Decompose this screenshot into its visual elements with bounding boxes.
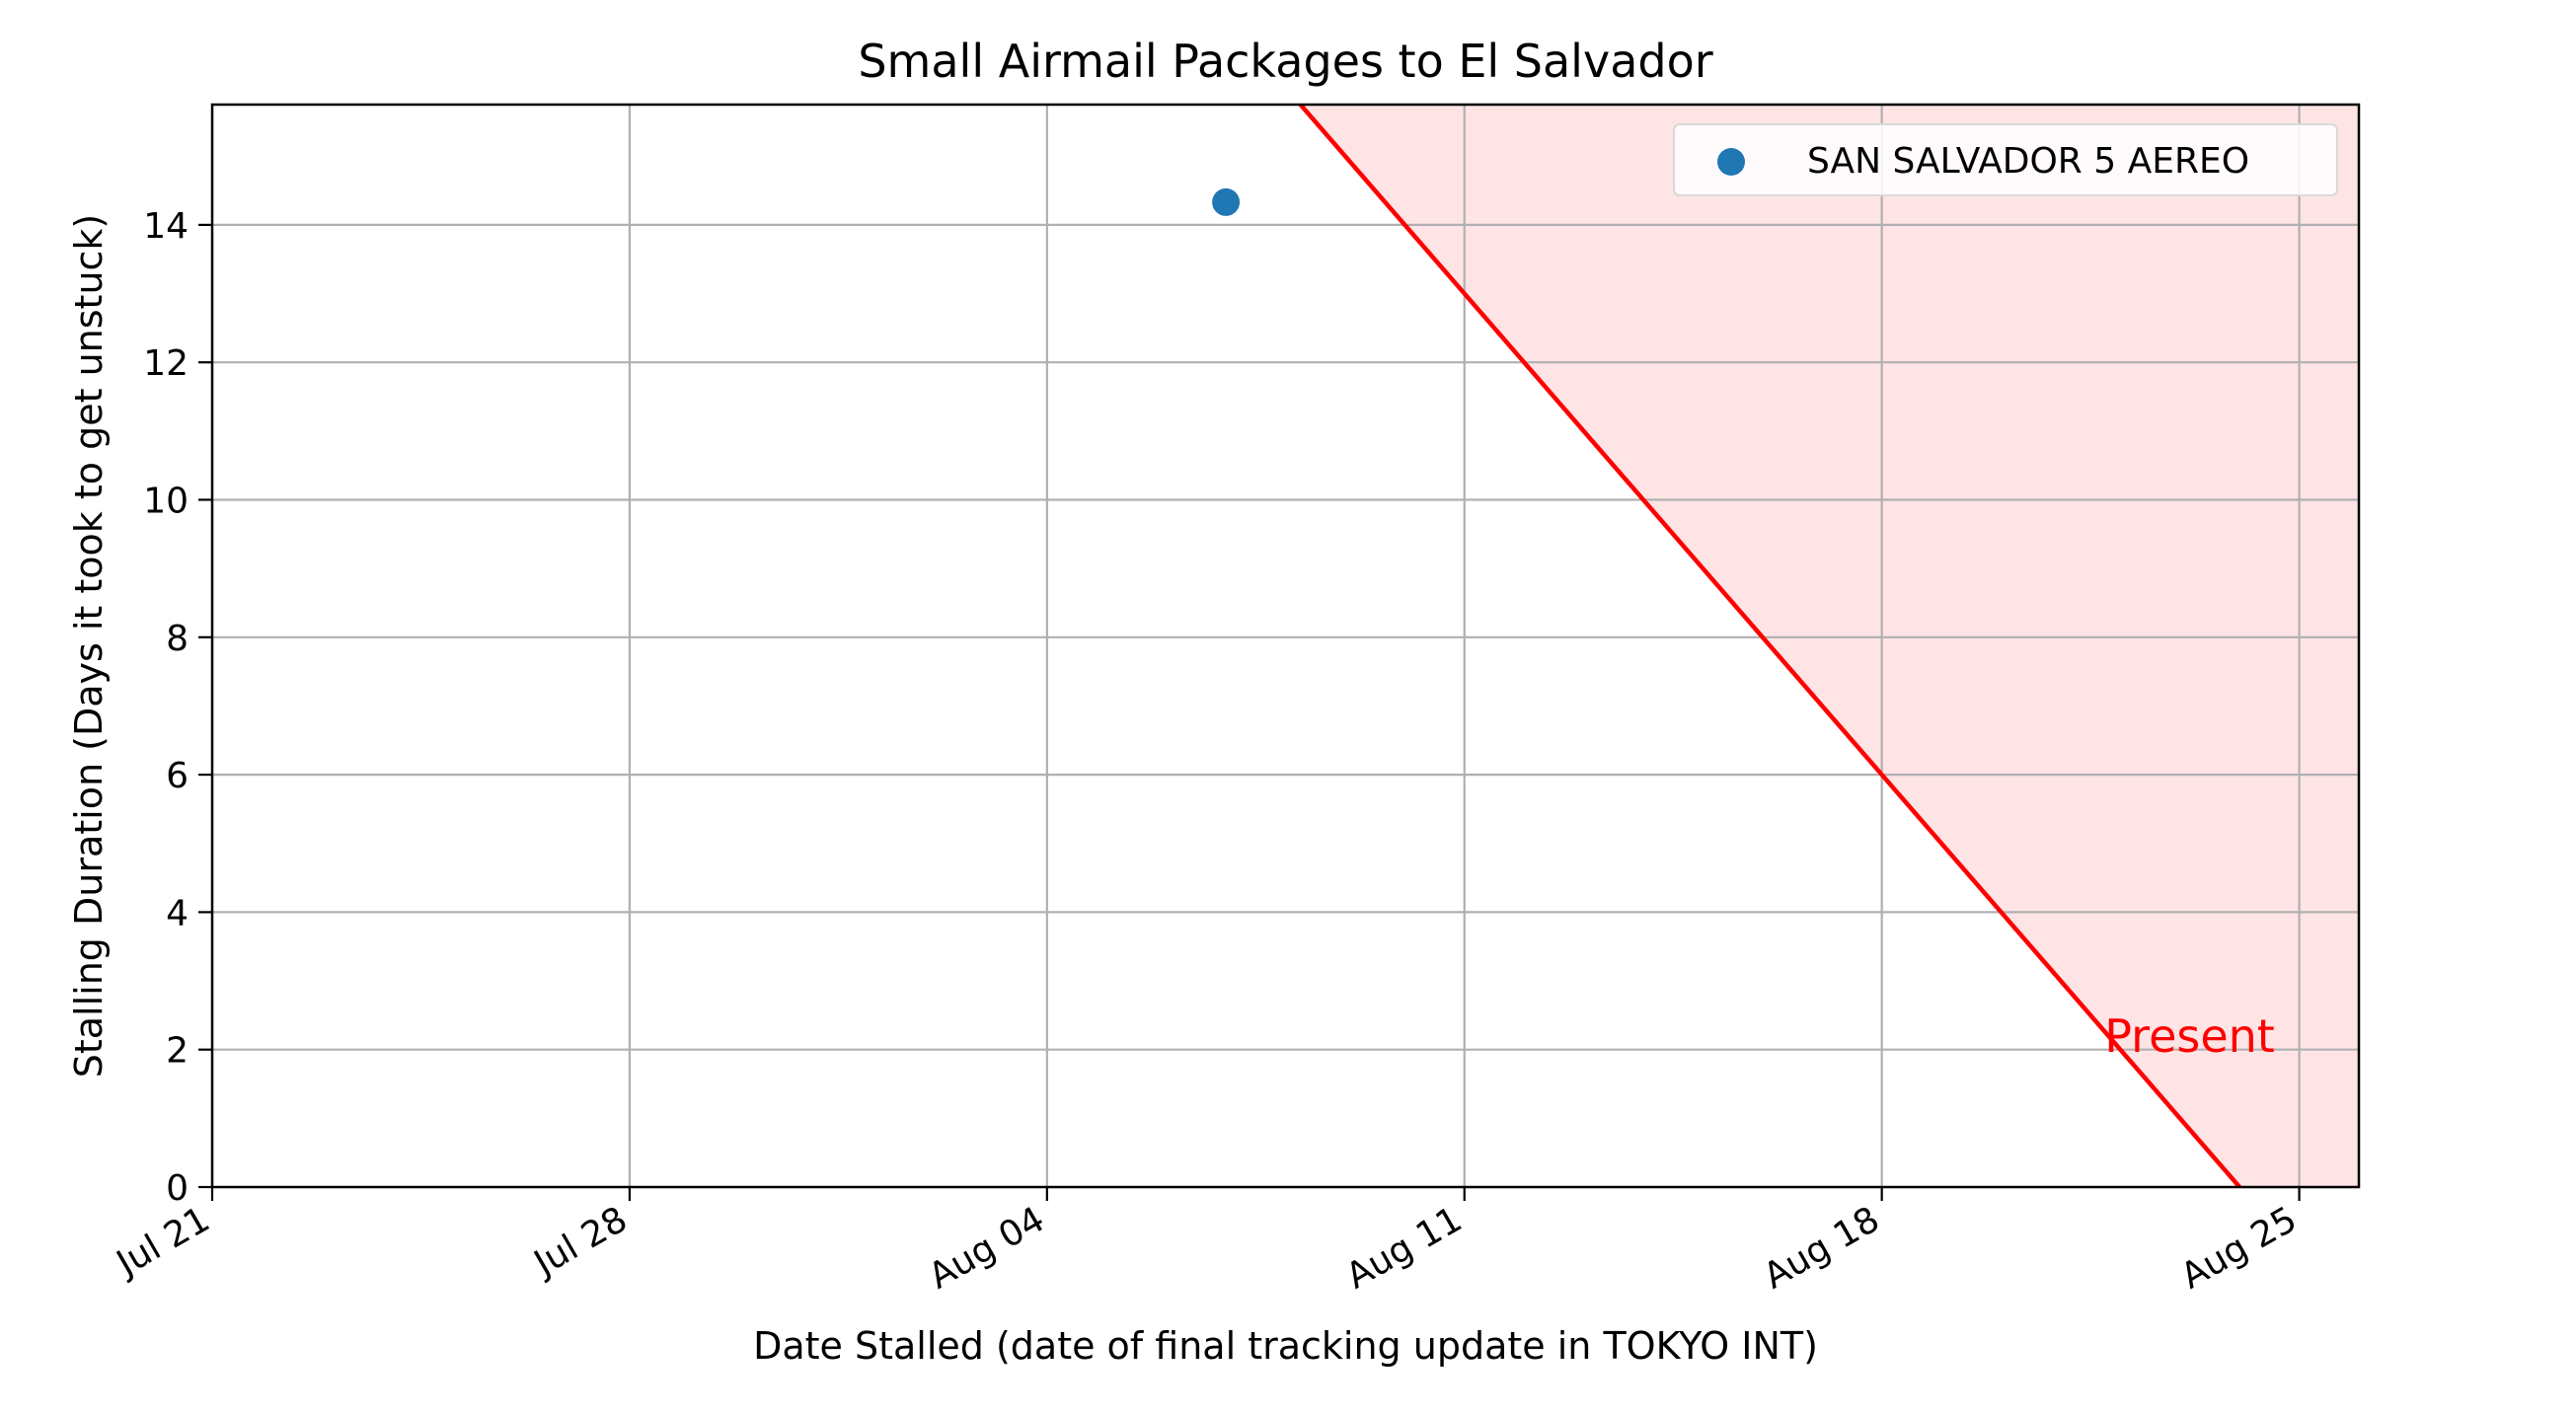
x-axis-ticks: Jul 21 Jul 28 Aug 04 Aug 11 Aug 18 Aug 25 [109, 1187, 2304, 1298]
x-tick-label: Aug 25 [2174, 1199, 2304, 1297]
y-tick-label: 10 [143, 481, 189, 521]
x-tick-label: Jul 21 [109, 1199, 216, 1285]
chart-title: Small Airmail Packages to El Salvador [858, 35, 1712, 88]
y-tick-label: 8 [166, 619, 189, 659]
present-fill [1300, 105, 2359, 1187]
present-region [1300, 105, 2359, 1187]
legend: SAN SALVADOR 5 AEREO [1673, 123, 2338, 196]
x-tick-label: Aug 04 [922, 1199, 1051, 1297]
legend-marker [1717, 148, 1745, 176]
y-tick-label: 4 [166, 893, 189, 933]
x-tick-label: Jul 28 [526, 1199, 634, 1285]
x-axis-label: Date Stalled (date of final tracking upd… [753, 1324, 1818, 1368]
y-axis-label: Stalling Duration (Days it took to get u… [67, 214, 111, 1079]
x-tick-label: Aug 11 [1339, 1199, 1469, 1297]
y-axis-ticks: 0 2 4 6 8 10 12 14 [143, 206, 212, 1209]
present-line [1298, 105, 2241, 1187]
y-tick-label: 6 [166, 756, 189, 796]
y-tick-label: 2 [166, 1031, 189, 1072]
plot-frame [210, 103, 2361, 1189]
data-point [1212, 187, 1241, 216]
y-tick-label: 12 [143, 343, 189, 384]
data-points [1212, 187, 1241, 216]
x-tick-label: Aug 18 [1757, 1199, 1886, 1297]
y-tick-label: 14 [143, 206, 189, 247]
legend-label: SAN SALVADOR 5 AEREO [1807, 141, 2249, 182]
y-tick-label: 0 [166, 1168, 189, 1209]
legend-box [1673, 123, 2338, 196]
present-label: Present [2104, 1009, 2275, 1063]
present-line-group [1298, 105, 2241, 1187]
